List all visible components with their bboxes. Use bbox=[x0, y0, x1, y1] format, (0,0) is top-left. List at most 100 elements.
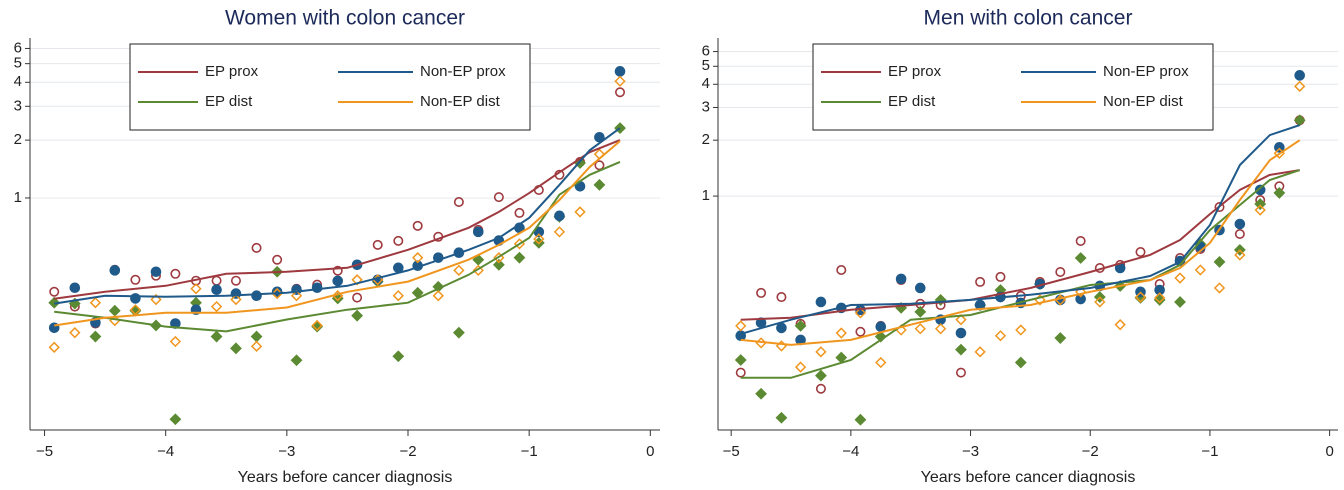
data-point bbox=[1153, 292, 1166, 304]
x-tick-label: −3 bbox=[278, 443, 295, 460]
data-point bbox=[955, 343, 967, 356]
data-point bbox=[815, 296, 827, 308]
x-axis-label: Years before cancer diagnosis bbox=[238, 469, 453, 486]
data-point bbox=[311, 319, 323, 332]
data-point bbox=[1293, 114, 1306, 127]
legend-box bbox=[129, 43, 531, 131]
x-tick-label: 0 bbox=[646, 443, 654, 460]
legend-label: Non-EP prox bbox=[1103, 63, 1189, 80]
legend-label: Non-EP dist bbox=[420, 93, 501, 110]
fit-line bbox=[54, 139, 621, 300]
data-point bbox=[290, 290, 303, 302]
data-point bbox=[251, 290, 262, 301]
data-point bbox=[553, 226, 566, 238]
data-point bbox=[211, 284, 222, 296]
data-point bbox=[735, 320, 747, 332]
data-point bbox=[1135, 246, 1146, 257]
data-point bbox=[150, 266, 162, 278]
y-tick-label: 4 bbox=[14, 73, 22, 90]
data-point bbox=[230, 275, 241, 286]
data-point bbox=[230, 288, 242, 299]
data-point bbox=[210, 300, 223, 313]
data-point bbox=[250, 330, 263, 343]
data-point bbox=[775, 411, 788, 424]
data-point bbox=[875, 321, 887, 332]
data-point bbox=[1213, 256, 1226, 268]
data-point bbox=[514, 207, 525, 218]
data-point bbox=[895, 273, 907, 285]
data-point bbox=[815, 383, 826, 394]
data-point bbox=[1075, 235, 1086, 246]
data-point bbox=[230, 293, 242, 306]
data-point bbox=[1014, 356, 1027, 369]
data-point bbox=[776, 322, 787, 334]
data-point bbox=[854, 413, 867, 426]
data-point bbox=[1174, 272, 1186, 284]
data-point bbox=[614, 66, 626, 77]
data-point bbox=[614, 122, 626, 135]
data-point bbox=[109, 265, 121, 276]
data-point bbox=[49, 286, 60, 297]
data-point bbox=[574, 206, 586, 218]
data-point bbox=[934, 323, 947, 335]
data-point bbox=[89, 330, 102, 343]
x-tick-label: −5 bbox=[723, 443, 740, 460]
data-point bbox=[735, 367, 746, 378]
data-point bbox=[453, 196, 464, 207]
data-point bbox=[835, 327, 847, 339]
data-point bbox=[290, 354, 303, 367]
data-point bbox=[453, 264, 465, 277]
data-point bbox=[190, 283, 202, 295]
fit-line bbox=[740, 169, 1300, 321]
x-axis-label: Years before cancer diagnosis bbox=[921, 469, 1136, 486]
data-point bbox=[89, 297, 102, 309]
legend-label: Non-EP prox bbox=[420, 63, 506, 80]
data-point bbox=[815, 369, 827, 382]
data-point bbox=[170, 268, 181, 279]
legend-label: EP dist bbox=[888, 93, 936, 110]
data-point bbox=[1094, 296, 1106, 308]
data-point bbox=[230, 342, 242, 355]
y-tick-label: 4 bbox=[702, 75, 710, 92]
data-point bbox=[48, 341, 60, 353]
x-tick-label: −2 bbox=[1082, 443, 1099, 460]
data-point bbox=[493, 192, 504, 203]
data-point bbox=[210, 330, 223, 343]
legend-box bbox=[812, 43, 1214, 131]
data-point bbox=[1213, 282, 1226, 294]
x-tick-label: −5 bbox=[36, 443, 53, 460]
data-point bbox=[955, 327, 967, 339]
data-point bbox=[855, 326, 866, 337]
data-point bbox=[1194, 264, 1207, 276]
data-point bbox=[1273, 187, 1286, 199]
y-tick-label: 1 bbox=[14, 189, 22, 206]
fit-line bbox=[54, 127, 621, 305]
data-point bbox=[271, 287, 283, 300]
data-point bbox=[1234, 218, 1246, 230]
data-point bbox=[332, 275, 344, 287]
data-point bbox=[914, 323, 926, 335]
fit-line bbox=[740, 139, 1301, 346]
data-point bbox=[452, 326, 465, 339]
data-point bbox=[392, 290, 404, 302]
data-point bbox=[1015, 324, 1027, 336]
data-point bbox=[493, 252, 505, 264]
data-point bbox=[393, 235, 404, 246]
data-point bbox=[412, 220, 423, 231]
data-point bbox=[392, 350, 405, 363]
data-point bbox=[994, 330, 1007, 342]
x-tick-label: −4 bbox=[842, 443, 859, 460]
data-point bbox=[352, 292, 363, 303]
legend-label: EP prox bbox=[888, 63, 942, 80]
data-point bbox=[332, 265, 343, 276]
fit-line bbox=[740, 124, 1301, 335]
x-tick-label: −1 bbox=[1201, 443, 1218, 460]
data-point bbox=[1154, 284, 1165, 296]
data-point bbox=[1054, 332, 1067, 344]
data-point bbox=[975, 276, 986, 287]
y-tick-label: 6 bbox=[702, 43, 710, 60]
data-point bbox=[1234, 249, 1246, 261]
data-point bbox=[211, 275, 222, 286]
data-point bbox=[836, 264, 847, 275]
chart-title: Women with colon cancer bbox=[225, 7, 465, 30]
